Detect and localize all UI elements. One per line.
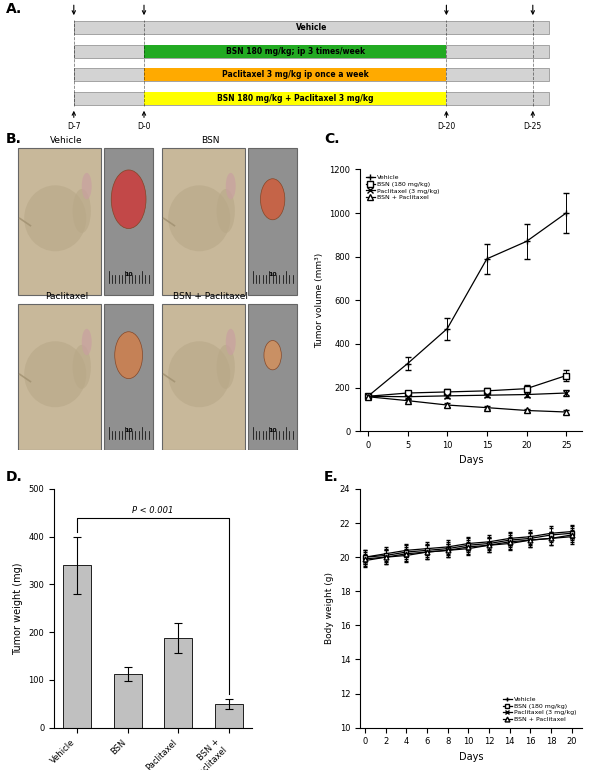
Text: D-0: D-0 (137, 122, 151, 132)
Bar (215, 704, 243, 728)
Ellipse shape (82, 173, 92, 199)
Ellipse shape (217, 189, 235, 233)
Y-axis label: Body weight (g): Body weight (g) (325, 572, 334, 644)
Text: 10: 10 (268, 428, 277, 433)
Ellipse shape (73, 345, 91, 389)
Bar (144, 45, 446, 58)
X-axis label: Days: Days (459, 752, 483, 762)
Ellipse shape (111, 170, 146, 229)
Text: BSN: BSN (201, 136, 220, 145)
Text: B.: B. (6, 132, 22, 146)
Bar (104, 148, 154, 294)
Text: P < 0.001: P < 0.001 (133, 506, 173, 515)
Bar (104, 304, 154, 450)
Text: Vehicle: Vehicle (50, 136, 83, 145)
Text: D-20: D-20 (437, 122, 455, 132)
Ellipse shape (264, 340, 281, 370)
Text: D-25: D-25 (524, 122, 542, 132)
Text: BSN 180 mg/kg; ip 3 times/week: BSN 180 mg/kg; ip 3 times/week (226, 47, 365, 55)
Text: 10: 10 (124, 272, 133, 277)
Bar (18, 148, 101, 294)
Y-axis label: Tumor weight (mg): Tumor weight (mg) (13, 562, 23, 654)
Bar (162, 304, 245, 450)
Legend: Vehicle, BSN (180 mg/kg), Paclitaxel (3 mg/kg), BSN + Paclitaxel: Vehicle, BSN (180 mg/kg), Paclitaxel (3 … (363, 172, 442, 203)
Ellipse shape (168, 186, 230, 251)
Text: BSN 180 mg/kg + Paclitaxel 3 mg/kg: BSN 180 mg/kg + Paclitaxel 3 mg/kg (217, 94, 373, 102)
Text: 10: 10 (124, 428, 133, 433)
Ellipse shape (24, 341, 86, 407)
Bar (248, 304, 298, 450)
Bar (63, 565, 91, 728)
Ellipse shape (168, 341, 230, 407)
Text: Paclitaxel: Paclitaxel (44, 292, 88, 301)
Text: C.: C. (324, 132, 340, 146)
Ellipse shape (260, 179, 285, 219)
Bar (74, 92, 549, 105)
Text: E.: E. (324, 470, 339, 484)
Text: Paclitaxel 3 mg/kg ip once a week: Paclitaxel 3 mg/kg ip once a week (222, 70, 368, 79)
Text: Vehicle: Vehicle (296, 23, 327, 32)
Text: BSN + Paclitaxel: BSN + Paclitaxel (173, 292, 248, 301)
Ellipse shape (217, 345, 235, 389)
Ellipse shape (82, 329, 92, 355)
Text: D.: D. (6, 470, 23, 484)
Bar (74, 69, 549, 81)
Bar (248, 148, 298, 294)
Ellipse shape (226, 329, 236, 355)
Bar (162, 148, 245, 294)
Ellipse shape (226, 173, 236, 199)
X-axis label: Days: Days (459, 456, 483, 466)
Y-axis label: Tumor volume (mm³): Tumor volume (mm³) (315, 253, 324, 348)
Text: A.: A. (6, 2, 22, 15)
Text: 10: 10 (268, 272, 277, 277)
Bar (144, 92, 446, 105)
Ellipse shape (115, 332, 143, 379)
Bar (144, 69, 446, 81)
Text: D-7: D-7 (67, 122, 80, 132)
Bar (18, 304, 101, 450)
Legend: Vehicle, BSN (180 mg/kg), Paclitaxel (3 mg/kg), BSN + Paclitaxel: Vehicle, BSN (180 mg/kg), Paclitaxel (3 … (500, 695, 579, 725)
Bar (74, 22, 549, 34)
Bar (74, 45, 549, 58)
Bar (164, 638, 192, 728)
Ellipse shape (24, 186, 86, 251)
Ellipse shape (73, 189, 91, 233)
Bar (114, 674, 142, 728)
